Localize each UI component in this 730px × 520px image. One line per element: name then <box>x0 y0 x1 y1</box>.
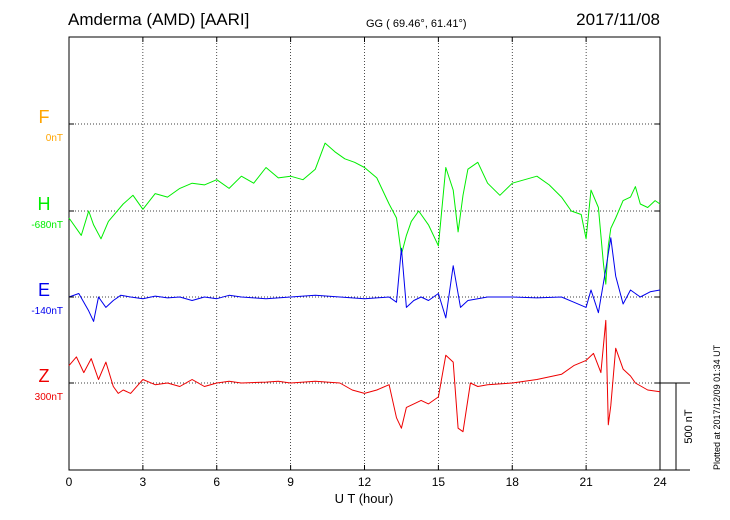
x-tick-label: 12 <box>358 475 372 489</box>
scale-bar: 500 nT <box>660 382 695 471</box>
x-axis-ticks: 0 3 6 9 12 15 18 21 24 <box>66 37 667 489</box>
x-tick-label: 3 <box>140 475 147 489</box>
x-tick-label: 0 <box>66 475 73 489</box>
channel-letter-f: F <box>39 107 50 127</box>
series-layer <box>68 142 661 433</box>
series-line-e <box>68 237 661 322</box>
x-tick-label: 18 <box>506 475 520 489</box>
channel-letter-z: Z <box>39 366 50 386</box>
geographic-coordinates: GG ( 69.46°, 61.41°) <box>366 18 467 30</box>
series-line-z <box>68 319 661 433</box>
x-tick-label: 21 <box>579 475 593 489</box>
channel-letter-e: E <box>38 280 50 300</box>
scale-bar-label: 500 nT <box>683 409 695 444</box>
x-tick-label: 6 <box>213 475 220 489</box>
channel-baseline-h: -680nT <box>31 220 63 231</box>
grid <box>69 37 660 470</box>
x-tick-label: 15 <box>432 475 446 489</box>
x-axis-label: U T (hour) <box>335 491 394 506</box>
station-title: Amderma (AMD) [AARI] <box>68 10 250 29</box>
x-tick-label: 24 <box>653 475 667 489</box>
channel-baseline-z: 300nT <box>35 392 63 403</box>
channel-baseline-e: -140nT <box>31 306 63 317</box>
x-tick-label: 9 <box>287 475 294 489</box>
channel-labels: F 0nT H -680nT E -140nT Z 300nT <box>31 107 63 403</box>
channel-letter-h: H <box>38 194 51 214</box>
channel-baseline-f: 0nT <box>46 133 63 144</box>
chart-date: 2017/11/08 <box>576 10 660 29</box>
series-line-h <box>68 142 661 285</box>
